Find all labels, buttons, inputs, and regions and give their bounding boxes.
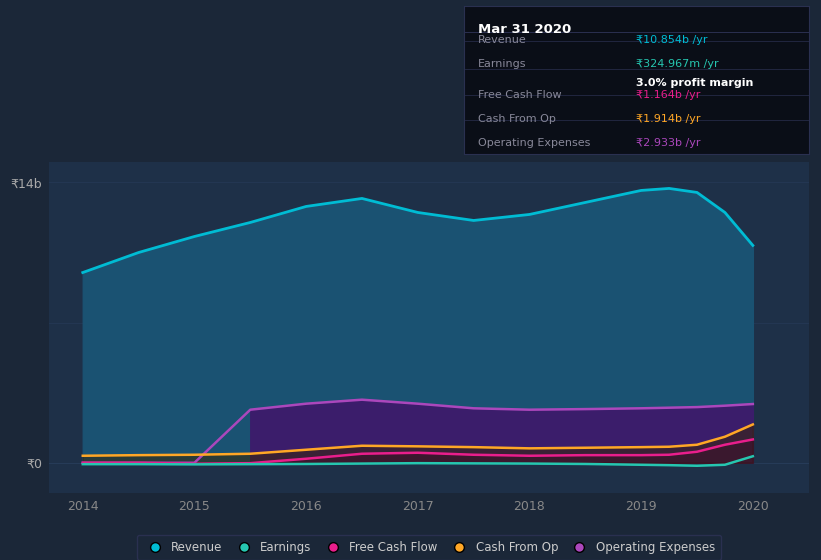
Text: Mar 31 2020: Mar 31 2020 [478,24,571,36]
Text: Operating Expenses: Operating Expenses [478,138,590,148]
Text: ₹2.933b /yr: ₹2.933b /yr [636,138,701,148]
Text: ₹324.967m /yr: ₹324.967m /yr [636,59,719,69]
Text: Cash From Op: Cash From Op [478,114,556,124]
Text: ₹1.164b /yr: ₹1.164b /yr [636,90,700,100]
Text: Free Cash Flow: Free Cash Flow [478,90,562,100]
Text: Earnings: Earnings [478,59,526,69]
Text: ₹10.854b /yr: ₹10.854b /yr [636,35,708,45]
Legend: Revenue, Earnings, Free Cash Flow, Cash From Op, Operating Expenses: Revenue, Earnings, Free Cash Flow, Cash … [137,535,721,559]
Text: 3.0% profit margin: 3.0% profit margin [636,78,754,88]
Text: Revenue: Revenue [478,35,526,45]
Text: ₹1.914b /yr: ₹1.914b /yr [636,114,701,124]
